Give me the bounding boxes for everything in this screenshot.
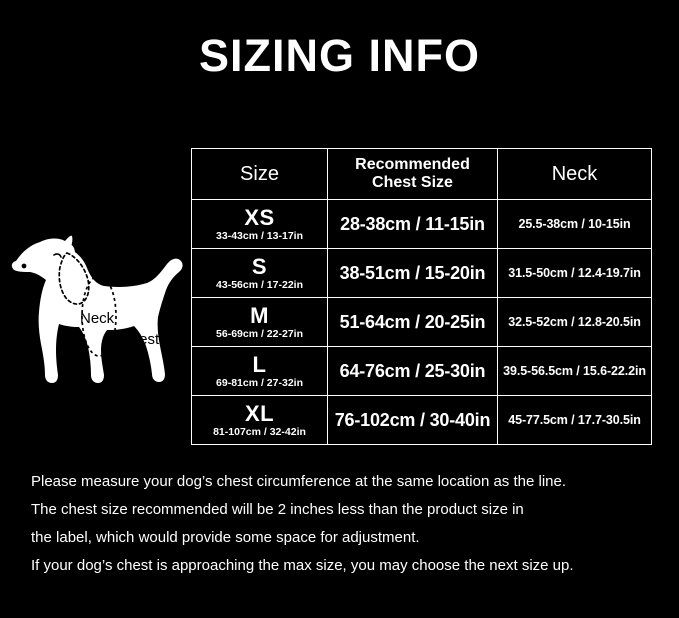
cell-chest: 51-64cm / 20-25in	[327, 297, 498, 347]
size-label: S	[251, 253, 268, 279]
chest-label: Chest	[120, 331, 160, 348]
cell-size: S 43-56cm / 17-22in	[191, 248, 328, 298]
size-label: M	[250, 302, 269, 328]
table-row: XL 81-107cm / 32-42in 76-102cm / 30-40in 45…	[191, 395, 652, 445]
note-line: If your dog’s chest is approaching the m…	[31, 557, 574, 574]
sizing-table: Size Recommended Chest Size Neck XS 33-43…	[191, 148, 652, 445]
cell-size: XS 33-43cm / 13-17in	[191, 199, 328, 249]
neck-measure-line	[58, 252, 90, 305]
size-range: 56-69cm / 22-27in	[216, 327, 303, 340]
cell-chest: 38-51cm / 15-20in	[327, 248, 498, 298]
size-label: L	[252, 351, 267, 377]
cell-size: XL 81-107cm / 32-42in	[191, 395, 328, 445]
cell-chest: 76-102cm / 30-40in	[327, 395, 498, 445]
size-range: 81-107cm / 32-42in	[213, 425, 306, 438]
chest-measure-line	[81, 275, 117, 357]
note-line: Please measure your dog’s chest circumfe…	[31, 473, 567, 490]
size-range: 69-81cm / 27-32in	[216, 376, 303, 389]
cell-size: L 69-81cm / 27-32in	[191, 346, 328, 396]
cell-neck: 31.5-50cm / 12.4-19.7in	[497, 248, 652, 298]
size-label: XS	[244, 204, 275, 230]
size-label: XL	[244, 400, 275, 426]
table-row: L 69-81cm / 27-32in 64-76cm / 25-30in 39.5-…	[191, 346, 652, 396]
size-range: 43-56cm / 17-22in	[216, 278, 303, 291]
cell-neck: 32.5-52cm / 12.8-20.5in	[497, 297, 652, 347]
notes-block: Please measure your dog’s chest circumfe…	[31, 468, 651, 580]
header-chest: Recommended Chest Size	[327, 148, 498, 200]
cell-neck: 39.5-56.5cm / 15.6-22.2in	[497, 346, 652, 396]
header-neck: Neck	[497, 148, 652, 200]
header-size: Size	[191, 148, 328, 200]
table-header-row: Size Recommended Chest Size Neck	[191, 148, 652, 200]
cell-neck: 25.5-38cm / 10-15in	[497, 199, 652, 249]
cell-chest: 64-76cm / 25-30in	[327, 346, 498, 396]
note-line: The chest size recommended will be 2 inc…	[31, 501, 524, 518]
table-row: S 43-56cm / 17-22in 38-51cm / 15-20in 31.5-…	[191, 248, 652, 298]
table-row: M 56-69cm / 22-27in 51-64cm / 20-25in 32.5-…	[191, 297, 652, 347]
header-chest-line2: Chest Size	[372, 174, 453, 191]
size-range: 33-43cm / 13-17in	[216, 229, 303, 242]
dog-illustration: Neck Chest	[8, 222, 194, 402]
note-line: the label, which would provide some spac…	[31, 529, 420, 546]
cell-size: M 56-69cm / 22-27in	[191, 297, 328, 347]
header-chest-line1: Recommended	[355, 155, 470, 173]
neck-label: Neck	[80, 310, 115, 327]
dog-silhouette	[11, 235, 183, 383]
cell-chest: 28-38cm / 11-15in	[327, 199, 498, 249]
cell-neck: 45-77.5cm / 17.7-30.5in	[497, 395, 652, 445]
table-row: XS 33-43cm / 13-17in 28-38cm / 11-15in 25.5…	[191, 199, 652, 249]
page-title: SIZING INFO	[199, 30, 480, 81]
